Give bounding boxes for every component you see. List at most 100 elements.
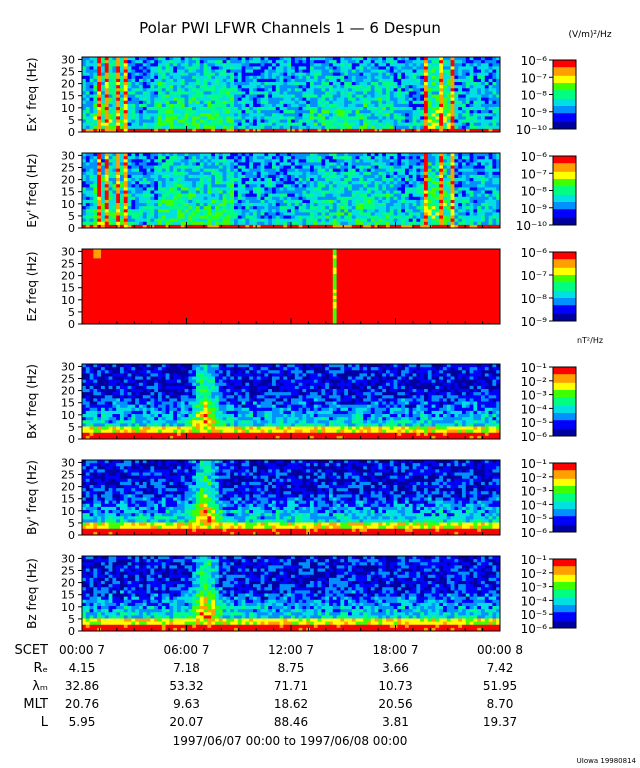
heatmap-cell <box>192 94 197 99</box>
heatmap-cell <box>146 206 151 210</box>
heatmap-cell <box>196 63 201 67</box>
heatmap-cell <box>253 97 258 102</box>
heatmap-cell <box>359 171 364 176</box>
heatmap-cell <box>291 156 296 160</box>
heatmap-cell <box>268 107 273 111</box>
heatmap-cell <box>192 203 197 207</box>
heatmap-cell <box>443 69 448 74</box>
heatmap-cell <box>150 100 155 105</box>
heatmap-cell <box>351 100 356 105</box>
heatmap-cell <box>412 174 417 179</box>
heatmap-cell <box>241 128 246 133</box>
heatmap-cell <box>431 63 436 67</box>
heatmap-cell <box>226 190 231 195</box>
heatmap-cell <box>127 100 132 105</box>
heatmap-cell <box>427 203 432 207</box>
heatmap-cell <box>184 113 189 117</box>
heatmap-cell <box>173 171 178 176</box>
heatmap-cell <box>264 178 269 182</box>
heatmap-cell <box>177 113 182 117</box>
heatmap-cell <box>287 60 292 64</box>
heatmap-cell <box>363 196 368 201</box>
heatmap-cell <box>264 110 269 114</box>
heatmap-cell <box>348 215 353 220</box>
heatmap-cell <box>120 156 125 160</box>
heatmap-cell <box>180 181 185 185</box>
heatmap-cell <box>344 187 349 191</box>
heatmap-cell <box>446 113 451 117</box>
heatmap-cell <box>431 178 436 182</box>
heatmap-cell <box>165 122 170 127</box>
heatmap-cell <box>416 91 421 95</box>
heatmap-cell <box>142 184 147 188</box>
heatmap-cell <box>272 206 277 210</box>
heatmap-cell <box>325 165 330 170</box>
heatmap-cell <box>123 78 128 83</box>
heatmap-cell <box>340 107 345 111</box>
heatmap-cell <box>192 168 197 173</box>
heatmap-cell <box>287 63 292 67</box>
heatmap-cell <box>450 78 455 83</box>
heatmap-cell <box>287 107 292 111</box>
heatmap-cell <box>154 100 159 105</box>
heatmap-cell <box>93 60 98 64</box>
heatmap-cell <box>207 156 212 160</box>
heatmap-cell <box>211 190 216 195</box>
heatmap-cell <box>135 224 140 229</box>
heatmap-cell <box>135 165 140 170</box>
heatmap-cell <box>139 159 144 163</box>
heatmap-cell <box>344 178 349 182</box>
heatmap-cell <box>370 119 375 124</box>
heatmap-cell <box>131 66 136 70</box>
heatmap-cell <box>321 69 326 74</box>
heatmap-cell <box>291 178 296 182</box>
heatmap-cell <box>127 63 132 67</box>
heatmap-cell <box>237 181 242 185</box>
heatmap-cell <box>139 94 144 99</box>
heatmap-cell <box>382 94 387 99</box>
heatmap-cell <box>116 168 121 173</box>
heatmap-cell <box>161 103 166 108</box>
heatmap-cell <box>416 82 421 86</box>
heatmap-cell <box>161 224 166 229</box>
heatmap-cell <box>249 72 254 77</box>
heatmap-cell <box>116 209 121 213</box>
heatmap-cell <box>424 184 429 188</box>
heatmap-cell <box>351 209 356 213</box>
heatmap-cell <box>226 97 231 102</box>
heatmap-cell <box>275 78 280 83</box>
heatmap-cell <box>184 174 189 179</box>
heatmap-cell <box>89 113 94 117</box>
heatmap-cell <box>234 119 239 124</box>
heatmap-cell <box>367 181 372 185</box>
heatmap-cell <box>469 107 474 111</box>
heatmap-cell <box>477 82 482 86</box>
heatmap-cell <box>401 88 406 92</box>
heatmap-cell <box>374 165 379 170</box>
heatmap-cell <box>101 181 106 185</box>
heatmap-cell <box>405 113 410 117</box>
heatmap-cell <box>446 116 451 120</box>
heatmap-cell <box>116 116 121 120</box>
heatmap-cell <box>427 212 432 216</box>
heatmap-cell <box>294 190 299 195</box>
heatmap-cell <box>405 215 410 220</box>
heatmap-cell <box>272 184 277 188</box>
heatmap-cell <box>245 190 250 195</box>
heatmap-cell <box>253 153 258 157</box>
heatmap-cell <box>154 82 159 86</box>
heatmap-cell <box>302 91 307 95</box>
heatmap-cell <box>291 100 296 105</box>
heatmap-cell <box>325 75 330 80</box>
colorbar-cell <box>553 71 576 74</box>
heatmap-cell <box>237 78 242 83</box>
heatmap-cell <box>245 103 250 108</box>
heatmap-cell <box>97 178 102 182</box>
heatmap-cell <box>389 174 394 179</box>
heatmap-cell <box>196 125 201 130</box>
heatmap-cell <box>241 168 246 173</box>
heatmap-cell <box>120 181 125 185</box>
heatmap-cell <box>230 88 235 92</box>
heatmap-cell <box>169 100 174 105</box>
